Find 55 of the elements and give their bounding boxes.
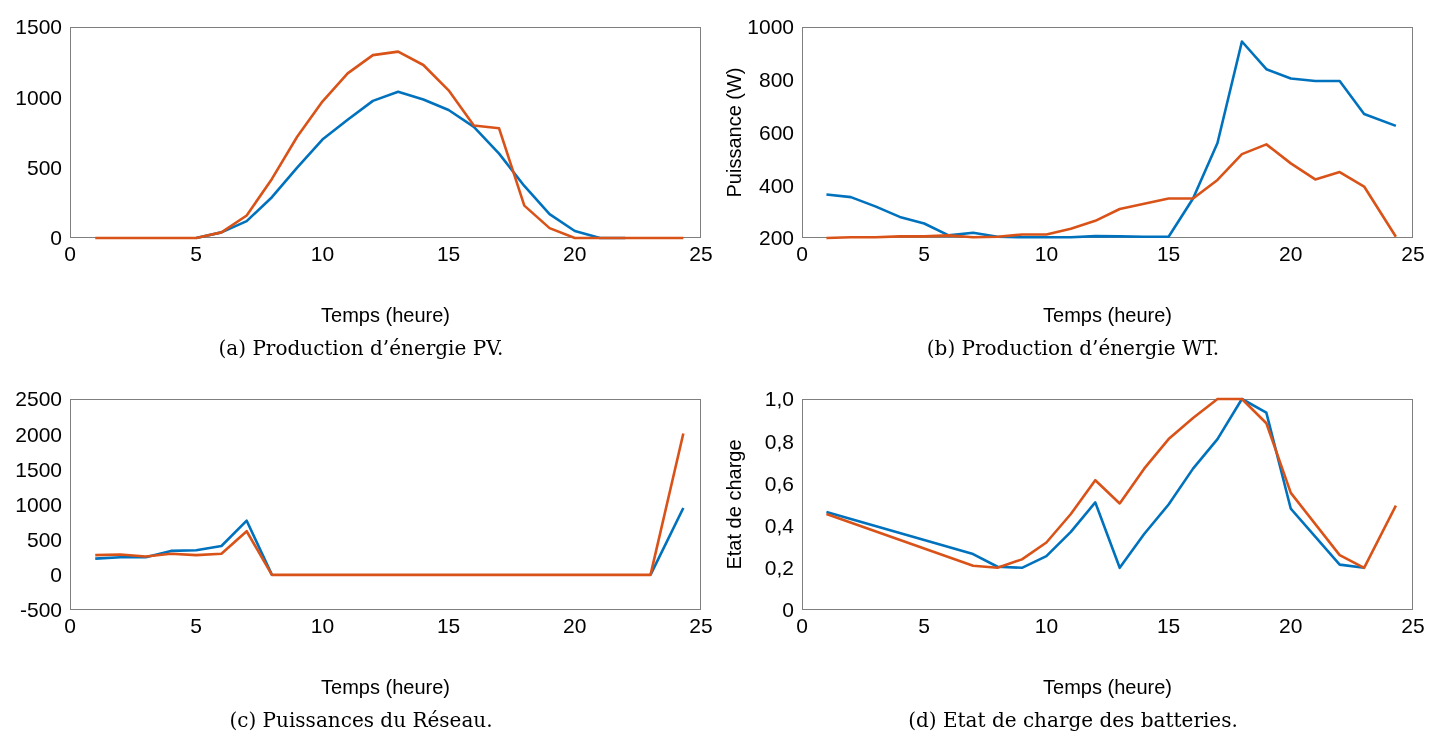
x-axis-title: Temps (heure) (1043, 304, 1172, 326)
x-tick-label: 20 (1279, 241, 1303, 265)
y-tick-label: 600 (758, 120, 794, 144)
y-tick-label: -500 (19, 598, 62, 622)
line-series (825, 143, 1398, 240)
x-axis-title: Temps (heure) (1043, 676, 1172, 698)
x-tick-label: 15 (436, 613, 461, 637)
x-tick-label: 25 (1401, 613, 1425, 637)
y-tick-label: 1000 (747, 15, 794, 39)
x-tick-label: 5 (918, 241, 931, 265)
x-tick-label: 15 (1156, 241, 1181, 265)
x-tick-label: 25 (689, 241, 713, 265)
y-tick-label: 0 (782, 598, 794, 622)
y-tick-label: 0,4 (764, 514, 795, 538)
x-tick-label: 25 (1401, 241, 1425, 265)
y-tick-label: 0,2 (764, 556, 794, 580)
x-tick-label: 25 (689, 613, 713, 637)
text: (d) Etat de charge des batteries. (907, 708, 1239, 732)
x-tick-label: 20 (563, 241, 587, 265)
line-series (93, 50, 685, 240)
x-tick-label: 5 (190, 613, 203, 637)
y-tick-label: 1500 (15, 15, 62, 39)
x-tick-label: 10 (310, 241, 335, 265)
y-tick-label: 1,0 (764, 387, 794, 411)
x-tick-label: 5 (918, 613, 931, 637)
x-tick-label: 10 (310, 613, 335, 637)
y-tick-label: 800 (758, 68, 794, 92)
x-tick-label: 5 (190, 241, 203, 265)
text: (a) Production d’énergie PV. (217, 336, 505, 360)
y-tick-label: 500 (26, 156, 62, 180)
y-tick-label: 0,6 (764, 471, 794, 495)
text: (b) Production d’énergie WT. (925, 336, 1221, 360)
y-tick-label: 0,8 (764, 429, 794, 453)
y-tick-label: 1000 (15, 492, 62, 516)
y-tick-label: 0 (50, 226, 62, 250)
x-axis-title: Temps (heure) (321, 304, 450, 326)
x-tick-label: 10 (1034, 613, 1059, 637)
x-axis-title: Temps (heure) (321, 676, 450, 698)
y-tick-label: 400 (758, 173, 794, 197)
y-tick-label: 1000 (15, 85, 62, 109)
y-axis-title: Puissance (W) (723, 67, 746, 198)
x-tick-label: 15 (436, 241, 461, 265)
line-series (93, 432, 685, 577)
x-tick-label: 10 (1034, 241, 1059, 265)
y-tick-label: 1500 (15, 457, 62, 481)
y-tick-label: 0 (50, 563, 62, 587)
text: (c) Puissances du Réseau. (228, 708, 494, 732)
y-tick-label: 2000 (15, 422, 62, 446)
x-tick-label: 20 (563, 613, 587, 637)
x-tick-label: 15 (1156, 613, 1181, 637)
x-tick-label: 20 (1279, 613, 1303, 637)
y-tick-label: 2500 (15, 387, 62, 411)
y-axis-title: Etat de charge (723, 439, 746, 570)
y-tick-label: 500 (26, 528, 62, 552)
y-tick-label: 200 (758, 226, 794, 250)
